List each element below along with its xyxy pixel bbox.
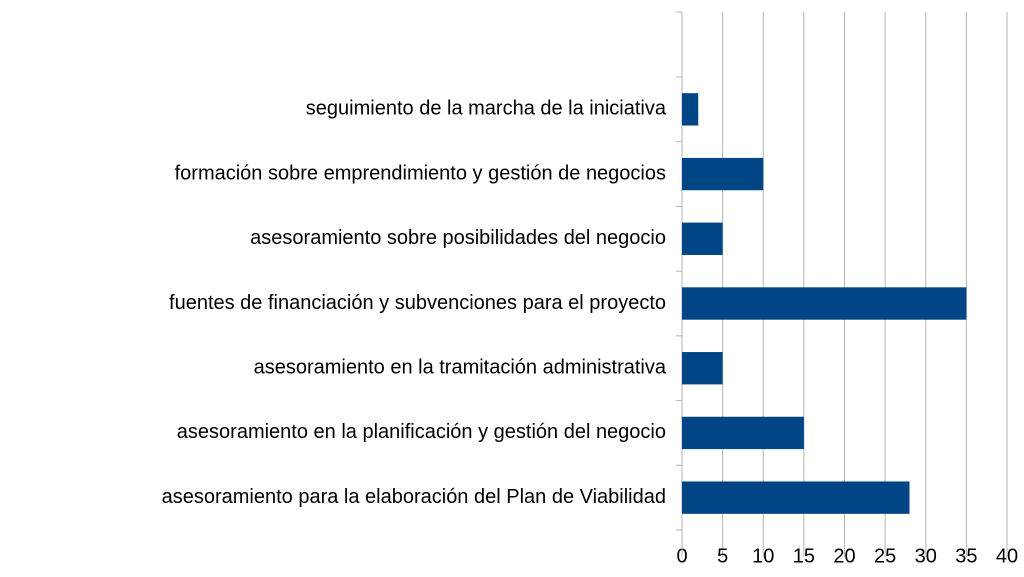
- x-tick-label: 5: [717, 545, 728, 567]
- y-tick-label: fuentes de financiación y subvenciones p…: [169, 292, 666, 314]
- bar: [682, 287, 967, 320]
- x-tick-label: 20: [833, 545, 855, 567]
- bar: [682, 93, 699, 126]
- bar: [682, 222, 723, 255]
- bar: [682, 481, 910, 514]
- bar: [682, 352, 723, 385]
- y-tick-label: seguimiento de la marcha de la iniciativ…: [306, 98, 667, 120]
- y-tick-label: asesoramiento en la tramitación administ…: [254, 356, 667, 378]
- x-tick-label: 25: [874, 545, 896, 567]
- y-tick-label: asesoramiento para la elaboración del Pl…: [162, 486, 666, 508]
- y-tick-label: formación sobre emprendimiento y gestión…: [175, 162, 666, 184]
- x-tick-label: 10: [752, 545, 774, 567]
- y-tick-label: asesoramiento sobre posibilidades del ne…: [250, 227, 666, 249]
- x-tick-label: 30: [915, 545, 937, 567]
- x-tick-label: 15: [793, 545, 815, 567]
- bar: [682, 157, 764, 191]
- bar: [682, 416, 804, 450]
- x-tick-label: 35: [955, 545, 977, 567]
- x-tick-label: 40: [996, 545, 1018, 567]
- y-tick-label: asesoramiento en la planificación y gest…: [177, 421, 666, 443]
